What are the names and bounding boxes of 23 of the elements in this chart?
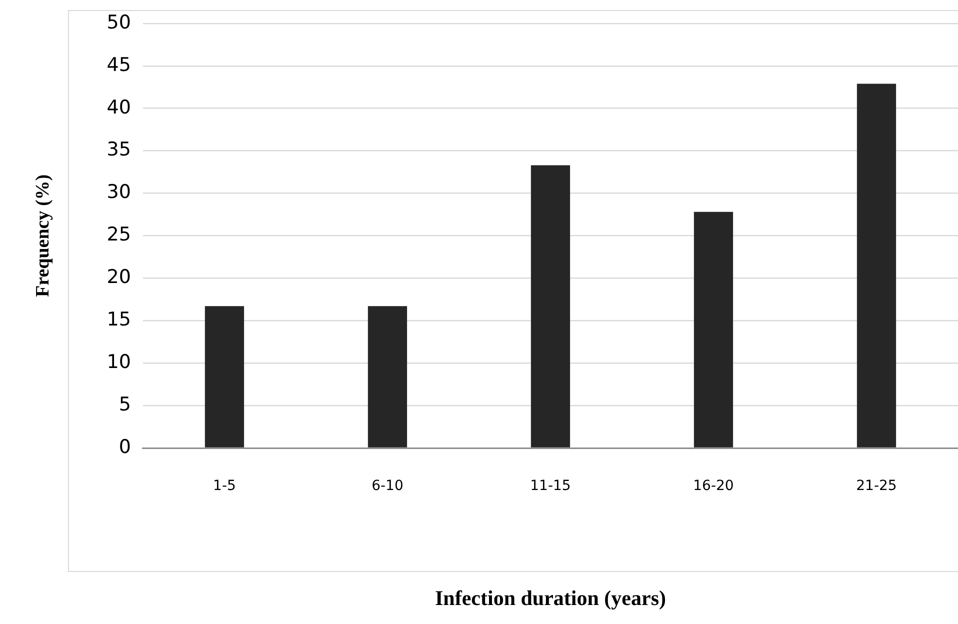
x-tick-label: 21-25	[856, 478, 897, 494]
x-tick-label: 6-10	[372, 478, 404, 494]
x-tick-label: 1-5	[213, 478, 236, 494]
y-tick-label: 45	[106, 54, 131, 76]
bar	[204, 306, 244, 448]
y-tick-label: 30	[106, 181, 131, 204]
bar	[856, 84, 896, 448]
y-tick-label: 15	[106, 308, 131, 331]
bar	[694, 212, 734, 448]
x-tick-label: 16-20	[693, 478, 734, 494]
bar	[368, 306, 408, 448]
y-axis-title: Frequency (%)	[32, 174, 54, 298]
y-tick-label: 10	[106, 351, 131, 374]
x-tick-label: 11-15	[530, 478, 571, 494]
y-tick-label: 50	[106, 11, 131, 34]
x-axis-title: Infection duration (years)	[434, 586, 666, 610]
y-tick-label: 5	[118, 393, 131, 416]
y-tick-label: 25	[106, 224, 131, 246]
y-tick-label: 40	[106, 96, 131, 118]
y-tick-label: 0	[118, 436, 131, 458]
y-tick-label: 35	[106, 138, 131, 161]
bar	[530, 165, 570, 448]
y-tick-label: 20	[106, 266, 131, 288]
